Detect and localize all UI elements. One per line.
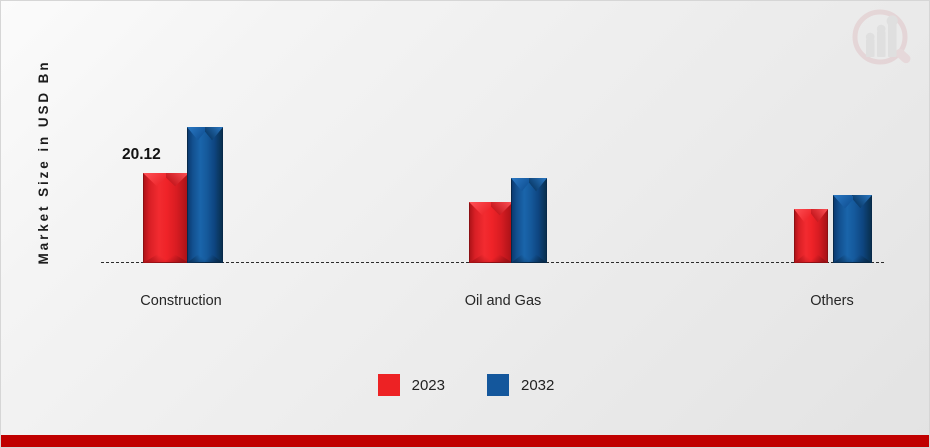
bar-others-2032[interactable] [833, 195, 872, 263]
category-label-oil-and-gas: Oil and Gas [464, 293, 542, 309]
legend-swatch-2032 [487, 374, 509, 396]
legend-item-2023[interactable]: 2023 [377, 374, 445, 396]
bar-oil-and-gas-2032[interactable] [511, 178, 547, 263]
bar-construction-2032[interactable] [187, 127, 223, 263]
footer-accent-bar [1, 435, 929, 447]
legend-label-2032: 2032 [521, 376, 555, 394]
bar-body [187, 127, 223, 263]
category-label-construction: Construction [140, 293, 222, 309]
category-label-others: Others [810, 293, 854, 309]
bar-others-2023[interactable] [794, 209, 828, 263]
bar-construction-2023[interactable] [143, 173, 189, 263]
legend-item-2032[interactable]: 2032 [487, 374, 554, 396]
bar-oil-and-gas-2023[interactable] [469, 202, 513, 263]
legend-label-2023: 2023 [411, 376, 445, 394]
chart-legend: 2023 2032 [1, 374, 929, 396]
data-label-construction-2023: 20.12 [122, 146, 161, 163]
legend-swatch-2023 [377, 374, 400, 396]
